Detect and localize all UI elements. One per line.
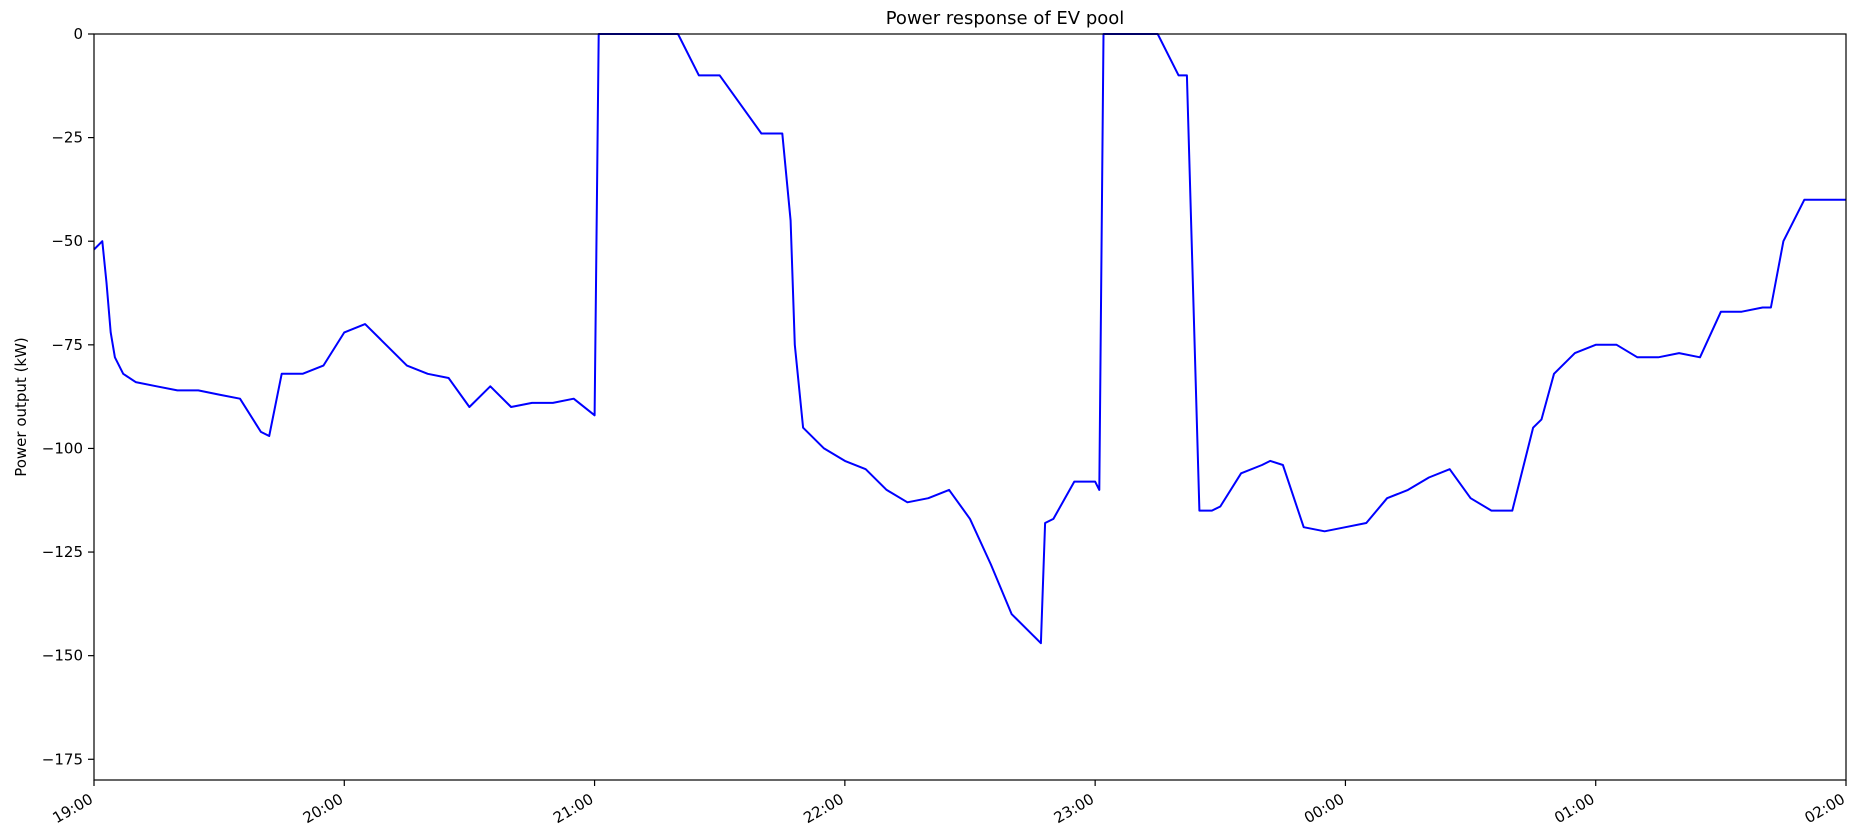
x-tick-label: 02:00 [1802, 790, 1848, 827]
y-tick-label: −50 [51, 232, 83, 250]
x-tick-label: 20:00 [300, 790, 346, 827]
y-tick-label: −125 [42, 543, 83, 561]
chart-title: Power response of EV pool [886, 8, 1125, 29]
plot-frame [93, 33, 1847, 781]
x-tick-label: 00:00 [1301, 790, 1347, 827]
plot-area [93, 33, 1846, 645]
y-axis: 0 −25 −50 −75 −100 −125 −150 −175 [42, 25, 94, 768]
x-tick-label: 19:00 [50, 790, 96, 827]
y-tick-label: −150 [42, 647, 83, 665]
y-tick-label: −75 [51, 336, 83, 354]
y-tick-label: 0 [73, 25, 83, 43]
series-line-0 [93, 33, 1846, 645]
y-tick-label: −175 [42, 750, 83, 768]
y-tick-label: −25 [51, 129, 83, 147]
y-axis-label: Power output (kW) [12, 337, 30, 477]
x-tick-label: 23:00 [1051, 790, 1097, 827]
y-tick-label: −100 [42, 439, 83, 457]
x-axis: 19:00 20:00 21:00 22:00 23:00 00:00 01:00 02:00 [50, 780, 1848, 827]
x-tick-label: 01:00 [1551, 790, 1597, 827]
x-tick-label: 21:00 [550, 790, 596, 827]
x-tick-label: 22:00 [800, 790, 846, 827]
